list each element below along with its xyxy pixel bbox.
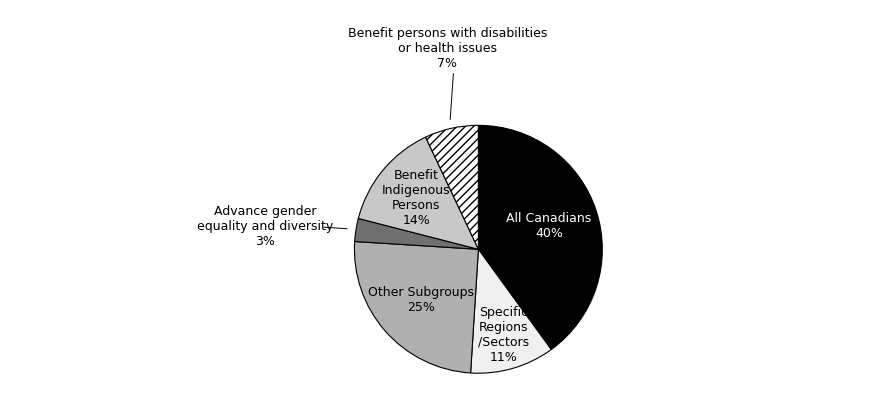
Wedge shape bbox=[358, 137, 478, 249]
Wedge shape bbox=[478, 125, 601, 349]
Text: Benefit
Indigenous
Persons
14%: Benefit Indigenous Persons 14% bbox=[381, 169, 450, 227]
Text: Benefit persons with disabilities
or health issues
7%: Benefit persons with disabilities or hea… bbox=[348, 27, 547, 70]
Text: Specific
Regions
/Sectors
11%: Specific Regions /Sectors 11% bbox=[477, 306, 528, 364]
Text: Other Subgroups
25%: Other Subgroups 25% bbox=[368, 286, 474, 314]
Text: All Canadians
40%: All Canadians 40% bbox=[506, 212, 591, 240]
Wedge shape bbox=[425, 125, 478, 249]
Wedge shape bbox=[470, 249, 551, 373]
Text: Advance gender
equality and diversity
3%: Advance gender equality and diversity 3% bbox=[197, 206, 333, 248]
Wedge shape bbox=[355, 219, 478, 249]
Wedge shape bbox=[354, 242, 478, 373]
